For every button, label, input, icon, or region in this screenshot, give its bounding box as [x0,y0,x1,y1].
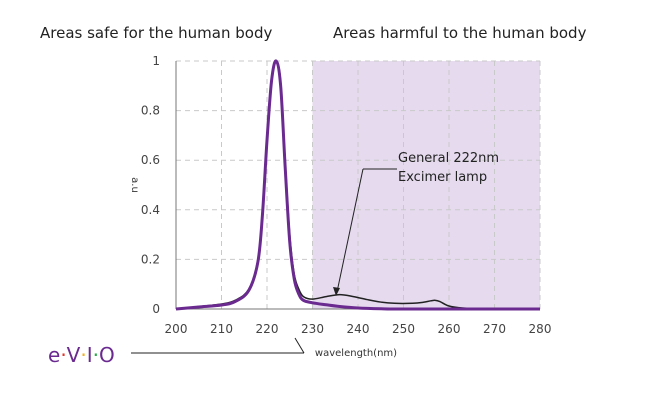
y-tick-label: 0.4 [141,203,160,217]
x-tick-label: 240 [347,322,370,336]
x-tick-label: 250 [392,322,415,336]
harmful-region [312,61,540,309]
annotation-leader [333,168,397,296]
evio-logo-part: V [67,343,81,367]
y-tick-label: 0.2 [141,252,160,266]
x-tick-label: 280 [529,322,552,336]
evio-logo-part: e [48,343,60,367]
x-tick-label: 210 [210,322,233,336]
y-tick-label: 1 [152,54,160,68]
tick-labels: 200 210 220 230 240 250 260 270 280 0 0.2 0.4 0.6 0.8… [141,54,552,336]
series-evio [175,59,541,311]
logo-group: e·V·I·O [48,343,115,367]
annotation-line1: General 222nm [398,151,499,166]
evio-logo-part: I [87,343,93,367]
annotation-line2: Excimer lamp [398,170,487,185]
safe-region-label: Areas safe for the human body [40,24,272,42]
y-tick-label: 0.8 [141,104,160,118]
logo-pointer-diagonal [294,337,305,354]
evio-logo: e·V·I·O [48,343,115,367]
x-tick-label: 230 [301,322,324,336]
x-tick-label: 270 [483,322,506,336]
annotation-arrowhead [333,287,340,296]
evio-logo-part: O [99,343,115,367]
x-tick-label: 260 [438,322,461,336]
y-axis-label: a.u [129,177,140,193]
evio-logo-part: · [80,343,86,367]
evio-logo-part: · [93,343,99,367]
x-tick-label: 220 [256,322,279,336]
evio-logo-part: · [60,343,66,367]
y-tick-label: 0 [152,302,160,316]
annotation-leader-diagonal [336,168,364,293]
x-tick-label: 200 [165,322,188,336]
harmful-region-label: Areas harmful to the human body [333,24,587,42]
x-axis-label: wavelength(nm) [315,348,397,359]
series-layer [175,59,541,311]
y-tick-label: 0.6 [141,153,160,167]
harmful-region-fill [312,61,540,309]
